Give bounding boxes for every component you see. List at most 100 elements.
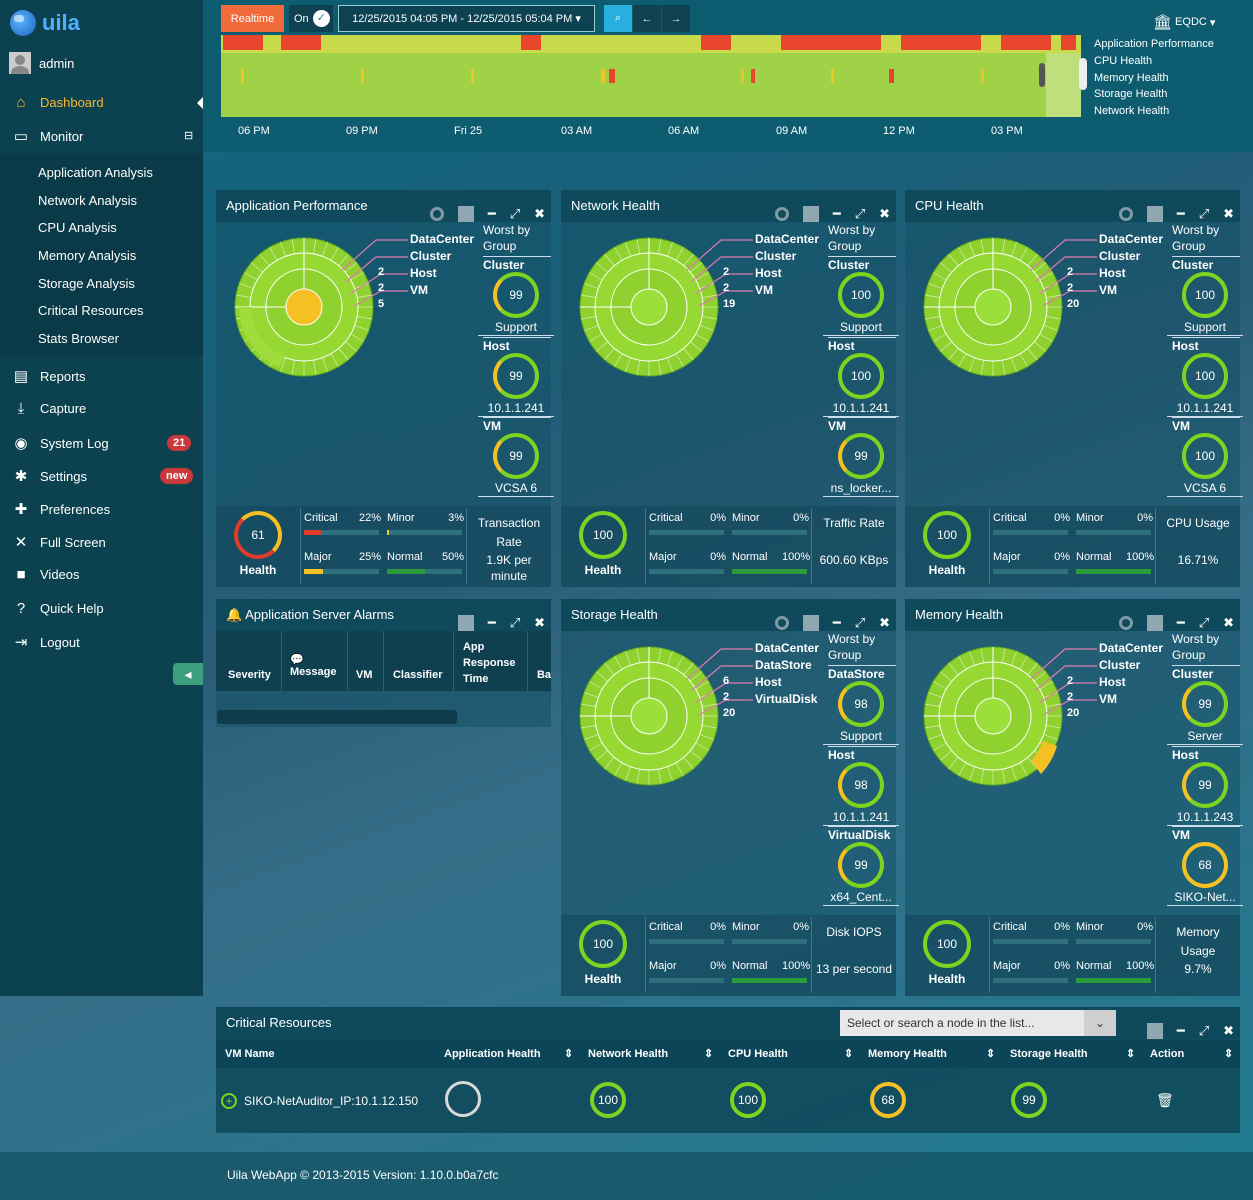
col-vm[interactable]: VM xyxy=(348,631,384,691)
worst-item-name[interactable]: ns_locker... xyxy=(823,481,899,497)
nav-reports[interactable]: ▤ Reports xyxy=(12,367,86,385)
sort-icon[interactable]: ⇕ xyxy=(1126,1048,1136,1060)
col-storage-health[interactable]: Storage Health xyxy=(1010,1048,1088,1060)
col-memory-health[interactable]: Memory Health xyxy=(868,1048,947,1060)
overall-health-ring[interactable]: 61 xyxy=(234,511,282,559)
close-icon[interactable]: ✖ xyxy=(879,615,890,630)
worst-score-ring[interactable]: 68 xyxy=(1182,842,1228,888)
worst-item-name[interactable]: 10.1.1.241 xyxy=(478,401,554,417)
worst-item-name[interactable]: 10.1.1.241 xyxy=(823,810,899,826)
worst-score-ring[interactable]: 100 xyxy=(838,353,884,399)
sunburst-chart[interactable] xyxy=(579,237,719,377)
expand-icon[interactable]: ⤢ xyxy=(854,615,866,630)
worst-score-ring[interactable]: 99 xyxy=(838,842,884,888)
level-label[interactable]: VM xyxy=(410,283,428,297)
overall-health-ring[interactable]: 100 xyxy=(923,511,971,559)
worst-score-ring[interactable]: 100 xyxy=(1182,433,1228,479)
arrow-right-icon[interactable]: → xyxy=(662,5,690,32)
worst-score-ring[interactable]: 99 xyxy=(493,433,539,479)
minimize-icon[interactable]: ━ xyxy=(487,206,496,221)
nav-dashboard[interactable]: ⌂ Dashboard xyxy=(12,94,103,111)
level-label[interactable]: Host xyxy=(755,675,782,689)
minimize-icon[interactable]: ━ xyxy=(487,615,496,630)
expand-icon[interactable]: ⤢ xyxy=(1198,615,1210,630)
minimize-icon[interactable]: ━ xyxy=(1176,206,1185,221)
level-label[interactable]: DataCenter xyxy=(755,641,820,655)
level-label[interactable]: Cluster xyxy=(1099,249,1141,263)
worst-item-name[interactable]: Support xyxy=(1167,320,1243,336)
expand-icon[interactable]: ⤢ xyxy=(854,206,866,221)
level-label[interactable]: VM xyxy=(755,283,773,297)
panel-toggle-icon[interactable] xyxy=(1146,206,1163,222)
brand-logo[interactable]: uila xyxy=(10,10,80,36)
minimize-icon[interactable]: ━ xyxy=(1176,1023,1185,1038)
worst-item-name[interactable]: Support xyxy=(478,320,554,336)
timeline-handle[interactable] xyxy=(1079,58,1087,90)
panel-toggle-icon[interactable] xyxy=(802,615,819,631)
close-icon[interactable]: ✖ xyxy=(1223,206,1234,221)
horizontal-scrollbar[interactable] xyxy=(217,710,457,724)
level-label[interactable]: Host xyxy=(410,266,437,280)
target-icon[interactable] xyxy=(774,616,789,630)
level-label[interactable]: Host xyxy=(1099,266,1126,280)
worst-item-name[interactable]: x64_Cent... xyxy=(823,890,899,906)
minimize-icon[interactable]: ━ xyxy=(1176,615,1185,630)
nav-storage-analysis[interactable]: Storage Analysis xyxy=(38,276,135,291)
sort-icon[interactable]: ⇕ xyxy=(986,1048,996,1060)
sort-icon[interactable]: ⇕ xyxy=(564,1048,574,1060)
worst-score-ring[interactable]: 99 xyxy=(1182,762,1228,808)
target-icon[interactable] xyxy=(1118,616,1133,630)
expand-icon[interactable]: ⤢ xyxy=(1198,1023,1210,1038)
worst-item-name[interactable]: VCSA 6 xyxy=(478,481,554,497)
level-label[interactable]: DataStore xyxy=(755,658,812,672)
sort-icon[interactable]: ⇕ xyxy=(844,1048,854,1060)
vm-name-cell[interactable]: SIKO-NetAuditor_IP:10.1.12.150 xyxy=(244,1094,419,1108)
level-label[interactable]: DataCenter xyxy=(755,232,820,246)
worst-item-name[interactable]: 10.1.1.241 xyxy=(1167,401,1243,417)
sunburst-chart[interactable] xyxy=(579,646,719,786)
user-profile[interactable]: admin xyxy=(9,52,74,74)
level-label[interactable]: Cluster xyxy=(755,249,797,263)
col-network-health[interactable]: Network Health xyxy=(588,1048,669,1060)
overall-health-ring[interactable]: 100 xyxy=(579,511,627,559)
sort-icon[interactable]: ⇕ xyxy=(1224,1048,1234,1060)
nav-network-analysis[interactable]: Network Analysis xyxy=(38,193,137,208)
nav-quick-help[interactable]: ? Quick Help xyxy=(12,600,104,617)
sunburst-chart[interactable] xyxy=(923,646,1063,786)
close-icon[interactable]: ✖ xyxy=(534,206,545,221)
level-label[interactable]: VirtualDisk xyxy=(755,692,818,706)
minimize-icon[interactable]: ━ xyxy=(832,206,841,221)
worst-item-name[interactable]: Support xyxy=(823,320,899,336)
panel-toggle-icon[interactable] xyxy=(457,615,474,631)
table-row[interactable]: + SIKO-NetAuditor_IP:10.1.12.150 100 100… xyxy=(216,1068,1240,1132)
worst-score-ring[interactable]: 98 xyxy=(838,681,884,727)
worst-score-ring[interactable]: 100 xyxy=(1182,272,1228,318)
panel-toggle-icon[interactable] xyxy=(1146,1023,1163,1039)
trash-icon[interactable]: 🗑 xyxy=(1156,1092,1174,1108)
expand-icon[interactable]: ⤢ xyxy=(509,206,521,221)
worst-item-name[interactable]: VCSA 6 xyxy=(1167,481,1243,497)
col-message[interactable]: 💬 Message xyxy=(282,631,348,691)
worst-score-ring[interactable]: 99 xyxy=(838,433,884,479)
worst-item-name[interactable]: Support xyxy=(823,729,899,745)
nav-stats-browser[interactable]: Stats Browser xyxy=(38,331,119,346)
time-range-picker[interactable]: 12/25/2015 04:05 PM - 12/25/2015 05:04 P… xyxy=(338,5,595,32)
nav-preferences[interactable]: ✚ Preferences xyxy=(12,500,110,518)
minus-square-icon[interactable]: ⊟ xyxy=(184,130,194,142)
level-label[interactable]: Host xyxy=(1099,675,1126,689)
overall-health-ring[interactable]: 100 xyxy=(579,920,627,968)
minimize-icon[interactable]: ━ xyxy=(832,615,841,630)
level-label[interactable]: Cluster xyxy=(1099,658,1141,672)
col-vm-name[interactable]: VM Name xyxy=(225,1048,275,1060)
col-application-health[interactable]: Application Health xyxy=(444,1048,541,1060)
overall-health-ring[interactable]: 100 xyxy=(923,920,971,968)
panel-toggle-icon[interactable] xyxy=(1146,615,1163,631)
nav-settings[interactable]: ✱ Settings xyxy=(12,467,87,485)
nav-memory-analysis[interactable]: Memory Analysis xyxy=(38,248,137,263)
close-icon[interactable]: ✖ xyxy=(1223,1023,1234,1038)
nav-critical-resources[interactable]: Critical Resources xyxy=(38,303,144,318)
sunburst-chart[interactable] xyxy=(234,237,374,377)
worst-item-name[interactable]: SIKO-Net... xyxy=(1167,890,1243,906)
nav-logout[interactable]: ⇥ Logout xyxy=(12,633,80,651)
nav-application-analysis[interactable]: Application Analysis xyxy=(38,165,153,180)
